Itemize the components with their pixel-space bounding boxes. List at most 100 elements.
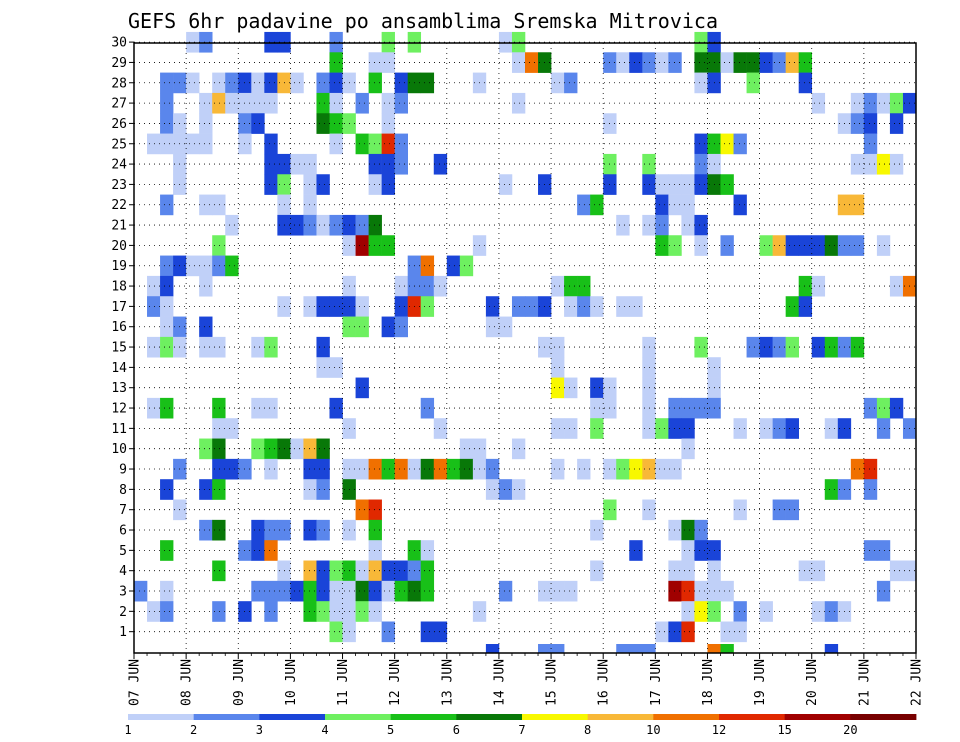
precip-cell xyxy=(889,397,904,419)
precip-cell xyxy=(303,479,317,500)
y-tick-label: 24 xyxy=(111,158,127,173)
precip-cell xyxy=(590,296,604,317)
precip-cell xyxy=(616,214,630,236)
precip-cell xyxy=(824,479,839,500)
precip-cell xyxy=(798,296,813,317)
precip-cell xyxy=(329,580,343,602)
precip-cell xyxy=(655,235,669,256)
y-tick-label: 8 xyxy=(119,483,127,498)
precip-cell xyxy=(355,133,369,155)
precip-cell xyxy=(629,52,643,73)
colorbar-swatch xyxy=(719,714,786,720)
precip-cell xyxy=(212,397,226,419)
precip-cell xyxy=(485,479,500,500)
precip-cell xyxy=(420,560,435,582)
precip-cell xyxy=(368,153,382,175)
precip-cell xyxy=(381,133,395,155)
precip-cell xyxy=(433,153,448,175)
y-tick-label: 19 xyxy=(111,259,127,274)
precip-cell xyxy=(746,72,760,94)
precip-cell xyxy=(381,316,395,338)
precip-cell xyxy=(251,540,265,561)
precip-cell xyxy=(551,275,565,297)
precip-cell xyxy=(329,296,343,317)
precip-cell xyxy=(355,580,369,602)
precip-cell xyxy=(368,235,382,256)
precip-cell xyxy=(850,153,865,175)
precip-cell xyxy=(355,458,369,480)
precip-cell xyxy=(160,72,174,94)
precip-cell xyxy=(264,174,278,195)
precip-cell xyxy=(316,601,330,622)
precip-cell xyxy=(824,418,839,439)
precip-cell xyxy=(642,214,656,236)
precip-cell xyxy=(733,621,747,643)
precip-cell xyxy=(850,235,865,256)
precip-cell xyxy=(551,644,565,653)
precip-cell xyxy=(446,255,461,277)
precip-cell xyxy=(876,153,891,175)
precip-cell xyxy=(655,52,669,73)
precip-cell xyxy=(290,580,304,602)
precip-cell xyxy=(160,194,174,216)
precip-cell xyxy=(863,113,878,134)
precip-cell xyxy=(381,560,395,582)
precip-cell xyxy=(551,377,565,399)
y-tick-label: 25 xyxy=(111,137,127,152)
precip-cell xyxy=(329,560,343,582)
y-tick-label: 9 xyxy=(119,463,127,478)
precip-cell xyxy=(160,316,174,338)
y-tick-label: 12 xyxy=(111,402,127,417)
precip-cell xyxy=(551,458,565,480)
colorbar-swatch xyxy=(587,714,654,720)
precip-cell xyxy=(785,235,799,256)
precip-cell xyxy=(694,336,708,358)
y-tick-label: 18 xyxy=(111,280,127,295)
precip-cell xyxy=(850,194,865,216)
precip-cell xyxy=(394,296,408,317)
precip-cell xyxy=(433,621,448,643)
precip-cell xyxy=(538,644,552,653)
precip-cell xyxy=(446,458,461,480)
precip-cell xyxy=(420,580,435,602)
precip-cell xyxy=(811,235,826,256)
y-axis: 1234567891011121314151617181920212223242… xyxy=(111,36,134,640)
precip-cell xyxy=(811,92,826,114)
precip-cell xyxy=(655,174,669,195)
x-tick-label: 10 JUN xyxy=(284,659,299,706)
precip-cell xyxy=(694,540,708,561)
precip-cell xyxy=(329,72,343,94)
precip-cell xyxy=(876,235,891,256)
precip-cell xyxy=(459,458,474,480)
precip-cell xyxy=(316,174,330,195)
x-tick-label: 16 JUN xyxy=(597,659,612,706)
precip-cell xyxy=(498,479,513,500)
precip-cell xyxy=(577,296,591,317)
precip-cell xyxy=(511,92,526,114)
precip-cell xyxy=(212,479,226,500)
precip-cell xyxy=(316,438,330,460)
precip-cell xyxy=(394,275,408,297)
precip-cell xyxy=(160,580,174,602)
x-tick-label: 13 JUN xyxy=(440,659,455,706)
x-tick-label: 11 JUN xyxy=(336,659,351,706)
precip-cell xyxy=(525,52,539,73)
precip-cell xyxy=(551,418,565,439)
precip-cell xyxy=(811,336,826,358)
precip-cell xyxy=(381,52,395,73)
precip-cell xyxy=(551,580,565,602)
x-tick-label: 22 JUN xyxy=(910,659,925,706)
precip-cell xyxy=(733,194,747,216)
precip-cell xyxy=(668,235,682,256)
precip-cell xyxy=(681,519,695,541)
precip-cell xyxy=(420,255,435,277)
precip-cell xyxy=(681,601,695,622)
precip-cell xyxy=(199,519,213,541)
precip-cell xyxy=(511,296,526,317)
precip-cell xyxy=(368,214,382,236)
precip-cell xyxy=(720,621,734,643)
precip-cell xyxy=(785,336,799,358)
precip-cell xyxy=(264,601,278,622)
precip-cell xyxy=(681,214,695,236)
precip-cell xyxy=(889,153,904,175)
